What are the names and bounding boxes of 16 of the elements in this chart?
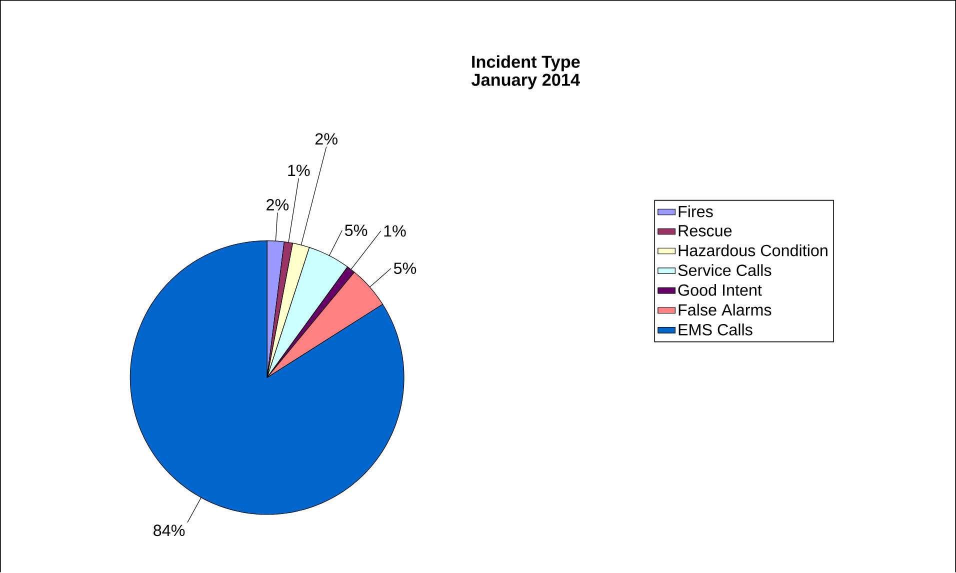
- chart-title: Incident Type: [472, 55, 580, 72]
- legend-label: Rescue: [678, 225, 732, 237]
- legend-label: Fires: [678, 206, 713, 218]
- data-label: 2%: [266, 199, 289, 211]
- legend-label: Hazardous Condition: [678, 244, 828, 256]
- data-label: 84%: [154, 524, 185, 536]
- legend-label: Good Intent: [678, 284, 762, 296]
- data-label: 1%: [384, 225, 406, 237]
- data-label: 1%: [288, 164, 310, 176]
- legend-label: Service Calls: [678, 264, 772, 276]
- data-label: 5%: [394, 262, 416, 274]
- data-label: 5%: [345, 224, 368, 236]
- legend-label: EMS Calls: [678, 324, 752, 336]
- legend-label: False Alarms: [678, 304, 772, 316]
- data-label: 2%: [315, 133, 338, 145]
- chart-subtitle: January 2014: [471, 74, 580, 90]
